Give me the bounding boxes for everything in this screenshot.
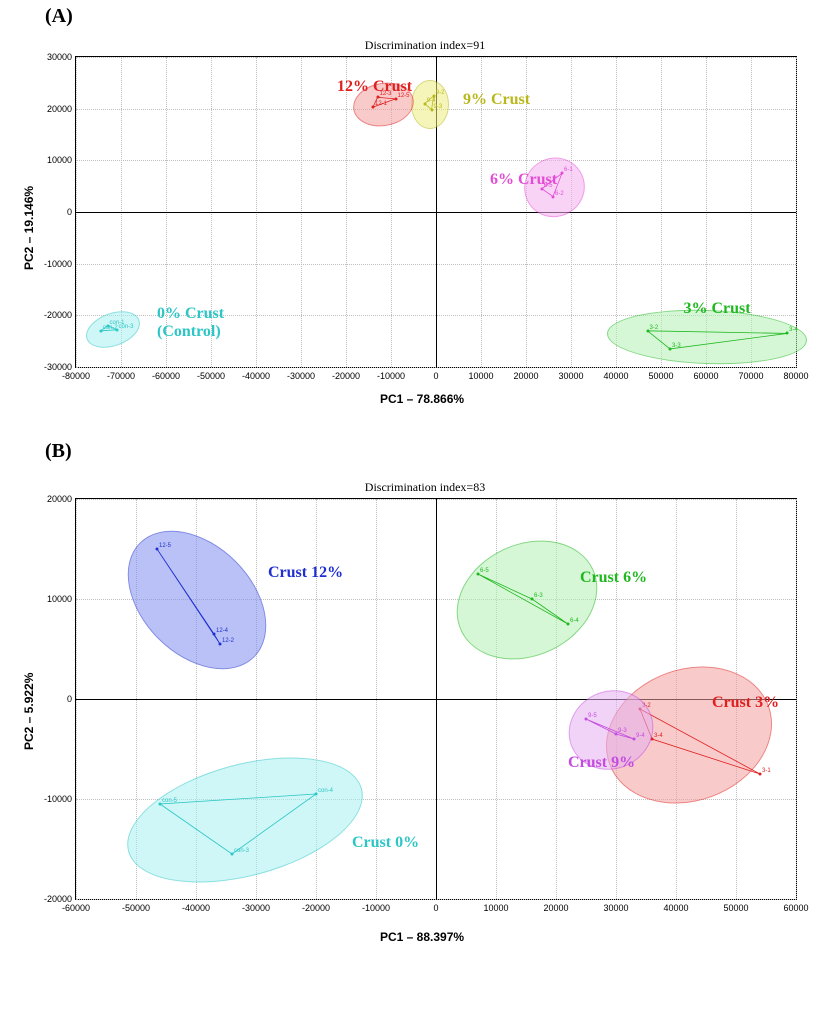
cluster-label: 3% Crust xyxy=(684,300,751,318)
panel-b-title: Discrimination index=83 xyxy=(45,480,805,495)
x-tick-label: 50000 xyxy=(648,371,673,381)
y-tick-label: 20000 xyxy=(22,494,72,504)
x-tick-label: -10000 xyxy=(362,903,390,913)
y-tick-label: -20000 xyxy=(22,894,72,904)
x-tick-label: 60000 xyxy=(783,903,808,913)
cluster-label: Crust 9% xyxy=(568,754,635,772)
data-point-label: 9-3 xyxy=(434,104,443,110)
data-point-label: 6-4 xyxy=(570,618,579,624)
data-point-label: 3-4 xyxy=(654,733,663,739)
x-tick-label: 50000 xyxy=(723,903,748,913)
data-point-label: 3-4 xyxy=(789,327,798,333)
cluster-ellipse xyxy=(114,735,377,906)
x-tick-label: 40000 xyxy=(663,903,688,913)
data-point-label: 3-2 xyxy=(650,325,659,331)
panel-a-y-axis-title: PC2 – 19.146% xyxy=(22,186,36,270)
x-tick-label: 20000 xyxy=(543,903,568,913)
data-point-label: 3-3 xyxy=(672,343,681,349)
data-point-label: 9-4 xyxy=(427,98,436,104)
y-tick-label: 10000 xyxy=(22,594,72,604)
data-point-label: 9-4 xyxy=(636,733,645,739)
data-point-label: 6-1 xyxy=(564,167,573,173)
data-point-label: 9-2 xyxy=(436,90,445,96)
cluster-ellipse xyxy=(437,518,617,681)
y-tick-label: 30000 xyxy=(22,52,72,62)
data-point-label: con-3 xyxy=(119,324,134,330)
x-tick-label: -60000 xyxy=(152,371,180,381)
cluster-ellipse xyxy=(101,504,293,696)
cluster-label: Crust 3% xyxy=(712,694,779,712)
cluster-label: Crust 12% xyxy=(268,564,343,582)
data-point-label: con-4 xyxy=(318,788,333,794)
panel-a-plot: -80000-70000-60000-50000-40000-30000-200… xyxy=(75,56,797,368)
data-point-label: 6-3 xyxy=(534,593,543,599)
y-tick-label: -30000 xyxy=(22,362,72,372)
x-tick-label: 60000 xyxy=(693,371,718,381)
x-tick-label: -60000 xyxy=(62,903,90,913)
data-point-label: 12-1 xyxy=(375,101,387,107)
page: (A) Discrimination index=91 -80000-70000… xyxy=(0,0,827,1009)
x-tick-label: 0 xyxy=(433,903,438,913)
x-tick-label: -50000 xyxy=(197,371,225,381)
x-tick-label: -40000 xyxy=(242,371,270,381)
x-tick-label: -30000 xyxy=(242,903,270,913)
x-tick-label: 30000 xyxy=(603,903,628,913)
x-tick-label: 10000 xyxy=(483,903,508,913)
cluster-sublabel: (Control) xyxy=(157,323,221,341)
panel-a-x-axis-title: PC1 – 78.866% xyxy=(380,392,464,406)
x-tick-label: 10000 xyxy=(468,371,493,381)
y-tick-label: -20000 xyxy=(22,310,72,320)
x-tick-label: -40000 xyxy=(182,903,210,913)
panel-a-label: (A) xyxy=(45,5,73,28)
data-point-label: 12-2 xyxy=(222,638,234,644)
x-tick-label: -20000 xyxy=(332,371,360,381)
panel-b-x-axis-title: PC1 – 88.397% xyxy=(380,930,464,944)
cluster-label: 12% Crust xyxy=(337,78,412,96)
axis-zero-v xyxy=(436,499,437,899)
panel-b-plot: -60000-50000-40000-30000-20000-100000100… xyxy=(75,498,797,900)
grid-line xyxy=(76,367,796,368)
grid-line xyxy=(76,899,796,900)
x-tick-label: 70000 xyxy=(738,371,763,381)
x-tick-label: -30000 xyxy=(287,371,315,381)
y-tick-label: -10000 xyxy=(22,794,72,804)
data-point-label: con-3 xyxy=(234,848,249,854)
y-tick-label: 20000 xyxy=(22,104,72,114)
x-tick-label: 40000 xyxy=(603,371,628,381)
x-tick-label: 80000 xyxy=(783,371,808,381)
x-tick-label: -70000 xyxy=(107,371,135,381)
panel-b-label: (B) xyxy=(45,440,72,463)
y-tick-label: 10000 xyxy=(22,155,72,165)
panel-a-title: Discrimination index=91 xyxy=(45,38,805,53)
data-point-label: 12-4 xyxy=(216,628,228,634)
cluster-label: 6% Crust xyxy=(490,171,557,189)
data-point-label: 9-3 xyxy=(618,728,627,734)
x-tick-label: 20000 xyxy=(513,371,538,381)
x-tick-label: -20000 xyxy=(302,903,330,913)
data-point-label: 9-5 xyxy=(588,713,597,719)
x-tick-label: -80000 xyxy=(62,371,90,381)
data-point-label: 3-1 xyxy=(762,768,771,774)
panel-b-y-axis-title: PC2 – 5.922% xyxy=(22,673,36,750)
cluster-label: Crust 0% xyxy=(352,834,419,852)
grid-line xyxy=(796,499,797,899)
grid-line xyxy=(796,57,797,367)
x-tick-label: 30000 xyxy=(558,371,583,381)
x-tick-label: -10000 xyxy=(377,371,405,381)
cluster-label: 0% Crust xyxy=(157,305,224,323)
cluster-label: 9% Crust xyxy=(463,91,530,109)
cluster-ellipse xyxy=(411,80,449,129)
data-point-label: 6-2 xyxy=(555,191,564,197)
data-point-label: con-5 xyxy=(162,798,177,804)
data-point-label: 6-5 xyxy=(480,568,489,574)
cluster-label: Crust 6% xyxy=(580,569,647,587)
x-tick-label: 0 xyxy=(433,371,438,381)
data-point-label: 12-5 xyxy=(159,543,171,549)
x-tick-label: -50000 xyxy=(122,903,150,913)
